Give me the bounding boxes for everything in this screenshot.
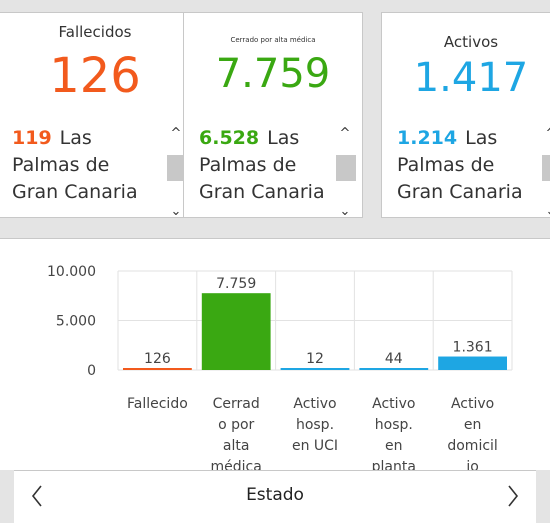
card-title: Activos — [443, 33, 499, 51]
category-label: Cerrad — [213, 396, 260, 412]
scroll-thumb[interactable] — [167, 155, 187, 181]
scroll-down-icon[interactable]: ⌄ — [170, 204, 182, 218]
bar — [438, 356, 507, 370]
category-label: Fallecido — [127, 396, 188, 412]
card-cerrado: Cerrado por alta médica 7.759 6.528 Las P… — [183, 12, 363, 218]
bar — [359, 368, 429, 370]
bar — [201, 293, 271, 370]
axis-title: Estado — [246, 485, 304, 505]
category-label: hosp. — [296, 417, 334, 433]
category-label: Activo — [372, 396, 415, 412]
list-item-value: 119 — [12, 127, 52, 149]
scroll-thumb[interactable] — [542, 155, 550, 181]
scroll-thumb[interactable] — [336, 155, 356, 181]
bar — [123, 368, 192, 370]
value-label: 12 — [306, 351, 324, 367]
card-list[interactable]: 1.214 Las Palmas de Gran Canaria — [397, 125, 528, 206]
scroll-up-icon[interactable]: ^ — [540, 125, 550, 143]
card-title: Cerrado por alta médica — [230, 36, 316, 44]
footer-left-gutter — [0, 470, 14, 523]
list-item-label: Las Palmas de Gran Canaria — [199, 127, 325, 203]
footer-right-gutter — [536, 470, 550, 523]
scroll-up-icon[interactable]: ^ — [170, 126, 182, 141]
category-label: planta — [372, 459, 416, 471]
scroll-down-icon[interactable]: ⌄ — [339, 204, 351, 218]
card-value: 1.417 — [413, 55, 529, 101]
list-item-value: 6.528 — [199, 127, 260, 149]
category-label: io — [466, 459, 478, 471]
list-item-value: 1.214 — [397, 127, 458, 149]
scrollbar[interactable]: ^ ⌄ — [540, 125, 550, 217]
category-label: médica — [211, 459, 262, 471]
chart-footer: Estado — [14, 470, 536, 524]
card-list[interactable]: 6.528 Las Palmas de Gran Canaria — [199, 125, 330, 206]
y-tick-label: 10.000 — [47, 264, 96, 280]
value-label: 126 — [144, 351, 171, 367]
category-label: hosp. — [375, 417, 413, 433]
scroll-down-icon[interactable]: ⌄ — [540, 203, 550, 217]
bar — [280, 368, 350, 370]
card-value: 7.759 — [215, 51, 331, 97]
y-tick-label: 0 — [87, 363, 96, 379]
category-label: en UCI — [292, 438, 338, 454]
scrollbar[interactable]: ^ ⌄ — [165, 125, 187, 218]
category-label: Activo — [451, 396, 494, 412]
category-label: o por — [218, 417, 254, 433]
card-activos: Activos 1.417 1.214 Las Palmas de Gran Ca… — [381, 12, 550, 218]
value-label: 7.759 — [216, 276, 256, 292]
value-label: 1.361 — [453, 340, 493, 356]
bar-chart: 0 5.000 10.000 126 Fallecido 7.759 Cerrad o por… — [47, 264, 513, 471]
card-title: Fallecidos — [58, 23, 132, 41]
scrollbar[interactable]: ^ ⌄ — [334, 125, 356, 218]
card-list[interactable]: 119 Las Palmas de Gran Canaria — [12, 125, 161, 206]
category-label: en — [385, 438, 403, 454]
previous-icon[interactable] — [26, 481, 50, 511]
category-label: en — [464, 417, 482, 433]
value-label: 44 — [385, 351, 403, 367]
scroll-up-icon[interactable]: ^ — [339, 126, 351, 141]
list-item-label: Las Palmas de Gran Canaria — [397, 127, 523, 203]
category-label: domicil — [447, 438, 497, 454]
list-item-label: Las Palmas de Gran Canaria — [12, 127, 138, 203]
y-tick-label: 5.000 — [56, 314, 96, 330]
card-value: 126 — [49, 48, 141, 104]
category-label: alta — [223, 438, 250, 454]
category-label: Activo — [293, 396, 336, 412]
card-fallecidos: Fallecidos 126 119 Las Palmas de Gran Can… — [0, 12, 194, 218]
next-icon[interactable] — [500, 481, 524, 511]
